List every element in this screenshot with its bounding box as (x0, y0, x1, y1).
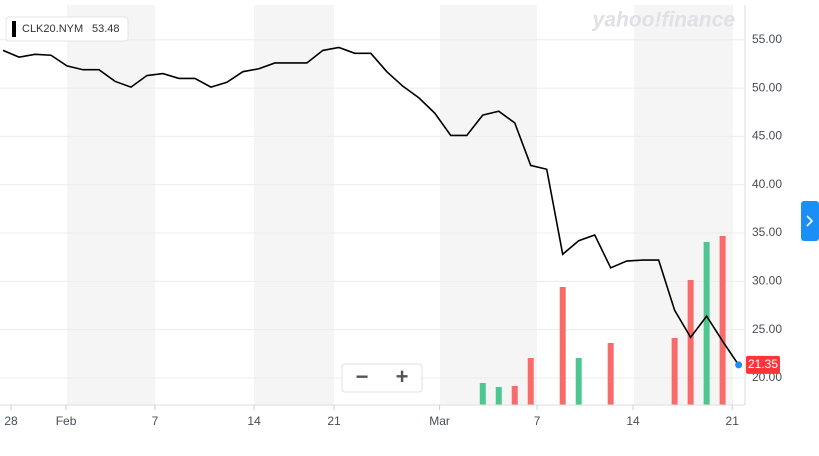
last-price-label: 21.35 (748, 357, 778, 371)
legend-symbol: CLK20.NYM (22, 23, 83, 35)
y-tick-label: 25.00 (752, 322, 782, 336)
price-line (2, 46, 740, 366)
last-point (735, 361, 743, 369)
volume-bar (575, 358, 582, 405)
y-tick-label: 35.00 (752, 225, 782, 239)
volume-bar (495, 387, 502, 405)
legend-value: 53.48 (92, 23, 120, 35)
volume-bar (559, 287, 566, 405)
legend-box (5, 16, 129, 42)
legend-swatch (12, 21, 16, 37)
brand-logo: yahoo!finance (592, 9, 736, 32)
x-tick-label: Mar (429, 414, 450, 428)
band (440, 5, 537, 405)
x-tick-label: 14 (247, 414, 261, 428)
x-tick-label: Feb (56, 414, 77, 428)
x-tick-label: 21 (327, 414, 341, 428)
x-tick-label: 21 (726, 414, 740, 428)
volume-bar (479, 383, 486, 405)
y-tick-label: 45.00 (752, 129, 782, 143)
zoom-out-button[interactable]: − (356, 364, 369, 389)
volume-bar (687, 280, 694, 405)
volume-bar (607, 343, 614, 405)
volume-bar (703, 242, 710, 405)
x-tick-label: 7 (152, 414, 159, 428)
band (254, 5, 334, 405)
zoom-in-button[interactable]: + (396, 364, 409, 389)
zoom-controls (341, 363, 423, 393)
last-price-box (746, 355, 780, 374)
expand-button[interactable] (801, 201, 819, 241)
y-tick-label: 30.00 (752, 274, 782, 288)
expand-arrow (806, 215, 814, 227)
volume-bar (719, 236, 726, 405)
band (634, 5, 733, 405)
y-tick-label: 50.00 (752, 80, 782, 94)
y-tick-label: 40.00 (752, 177, 782, 191)
x-tick-label: 7 (534, 414, 541, 428)
volume-bar (511, 386, 518, 405)
x-tick-label: 14 (626, 414, 640, 428)
y-tick-label: 55.00 (752, 32, 782, 46)
volume-bar (527, 358, 534, 405)
x-tick-label: 28 (4, 414, 18, 428)
volume-bar (671, 338, 678, 405)
band (67, 5, 155, 405)
